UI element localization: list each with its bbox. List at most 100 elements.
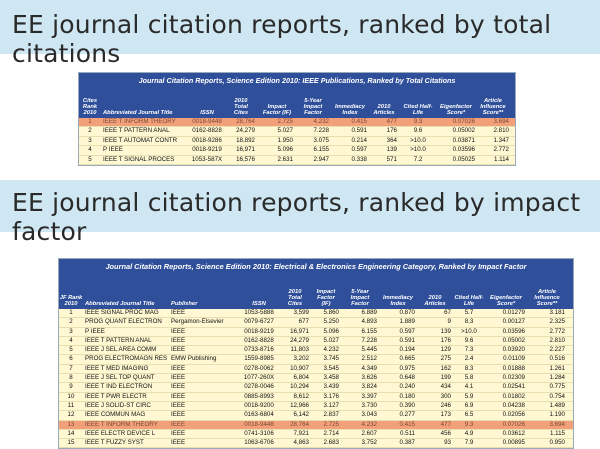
column-header: ISSN bbox=[200, 109, 214, 116]
table-cell: 176 bbox=[440, 336, 451, 344]
table-cell: 8,612 bbox=[293, 392, 309, 400]
table-cell: 0.03596 bbox=[452, 146, 475, 154]
column-header: Impact Factor (IF) bbox=[262, 103, 292, 116]
table-cell: 11 bbox=[67, 401, 75, 409]
table-cell: IEEE T MED IMAGING bbox=[85, 364, 149, 372]
column-header: Publisher bbox=[171, 300, 198, 307]
table-cell: 0.04238 bbox=[502, 401, 525, 409]
table-cell: 0.390 bbox=[399, 401, 415, 409]
column-header: Eigenfactor Score* bbox=[490, 294, 522, 307]
table-cell: 2.4 bbox=[464, 355, 474, 363]
column-header: Abbreviated Journal Title bbox=[85, 300, 155, 307]
table-cell: 0.950 bbox=[549, 439, 565, 447]
table-body: 1 IEEE SIGNAL PROC MAG IEEE 1053-5888 3,599 5… bbox=[59, 309, 573, 449]
table-cell: 2.725 bbox=[323, 420, 339, 428]
table-cell: 3.397 bbox=[361, 392, 377, 400]
table-cell: 477 bbox=[386, 118, 397, 125]
table-cell: 4 bbox=[88, 146, 92, 154]
table-cell: 2.325 bbox=[549, 318, 565, 326]
table-cell: 2.725 bbox=[277, 118, 293, 125]
heading-band-total-citations: EE journal citation reports, ranked by t… bbox=[0, 0, 600, 68]
table-cell: Pergamon-Elsevier bbox=[171, 318, 224, 326]
table-cell: 11,803 bbox=[290, 346, 309, 354]
table-cell: 5.9 bbox=[464, 392, 474, 400]
column-header: 2010 Articles bbox=[373, 103, 395, 116]
table-cell: IEEE T PWR ELECTR bbox=[85, 392, 147, 400]
table-cell: 2.512 bbox=[361, 355, 377, 363]
table-cell: 3.745 bbox=[323, 355, 339, 363]
table-cell: 0.01279 bbox=[502, 309, 525, 316]
table-cell: 7.9 bbox=[464, 439, 474, 447]
table-cell: 0.01888 bbox=[502, 364, 525, 372]
table-cell: 3.043 bbox=[361, 411, 377, 419]
table-cell: IEEE ELECTR DEVICE L bbox=[85, 429, 156, 437]
table-cell: 18,892 bbox=[236, 136, 255, 144]
table-cell: 2.227 bbox=[549, 346, 565, 354]
table-cell: IEEE T INFORM THEORY bbox=[103, 118, 176, 125]
table-cell: 1053-5888 bbox=[244, 309, 274, 316]
table-cell: 9.3 bbox=[464, 420, 474, 428]
table-cell: 15 bbox=[67, 439, 75, 447]
column-header: 2010 Articles bbox=[424, 294, 446, 307]
table-row: 3 P IEEE IEEE 0018-9219 16,971 5.096 6.155 0.59… bbox=[59, 328, 573, 337]
table-cell: 1053-587X bbox=[191, 155, 223, 163]
table-cell: IEEE bbox=[171, 383, 186, 391]
table-cell: 0.194 bbox=[399, 346, 415, 354]
table-cell: 1.114 bbox=[493, 155, 509, 163]
table-row: 4 P IEEE 0018-9219 16,971 5.096 6.155 0.597 139… bbox=[79, 146, 515, 156]
table-cell: 2.631 bbox=[277, 155, 293, 163]
table-cell: 7 bbox=[69, 364, 73, 372]
table-cell: 5.096 bbox=[277, 146, 293, 154]
table-cell: 434 bbox=[440, 383, 451, 391]
table-cell: 5.027 bbox=[323, 336, 339, 344]
table-cell: 5.8 bbox=[464, 374, 474, 382]
table-row: 15 IEEE T FUZZY SYST IEEE 1063-6706 4,863 2.6… bbox=[59, 439, 573, 449]
table-cell: 0278-0062 bbox=[244, 364, 274, 372]
table-cell: 9 bbox=[447, 318, 451, 326]
table-row: 7 IEEE T MED IMAGING IEEE 0278-0062 10,907 3.… bbox=[59, 364, 573, 375]
table-cell: 129 bbox=[440, 346, 451, 354]
table-cell: 0.05002 bbox=[502, 336, 525, 344]
table-cell: 4 bbox=[69, 336, 73, 344]
table-row: 12 IEEE COMMUN MAG IEEE 0163-6804 6,142 2.837… bbox=[59, 411, 573, 421]
table-cell: 1.115 bbox=[549, 429, 565, 437]
table-row: 5 IEEE T SIGNAL PROCES 1053-587X 16,576 2.63… bbox=[79, 156, 515, 165]
column-header: Abbreviated Journal Title bbox=[103, 109, 173, 116]
table-cell: 0733-8716 bbox=[244, 346, 274, 354]
table-cell: 199 bbox=[440, 374, 451, 382]
table-cell: IEEE bbox=[171, 392, 186, 400]
column-header: JF Rank 2010 bbox=[59, 294, 83, 307]
table-cell: 4.349 bbox=[361, 364, 377, 372]
table-cell: 2 bbox=[88, 127, 92, 135]
table-header: Cites Rank 2010 Abbreviated Journal Title… bbox=[79, 87, 515, 118]
table-cell: 3.181 bbox=[549, 309, 565, 316]
table-cell: 2.772 bbox=[493, 146, 509, 154]
column-header: Immediacy Index bbox=[383, 294, 413, 307]
column-header: Immediacy Index bbox=[335, 103, 365, 116]
table-cell: 364 bbox=[386, 136, 397, 144]
table-cell: 1.889 bbox=[399, 318, 415, 326]
table-header: JF Rank 2010 Abbreviated Journal Title Pub… bbox=[59, 273, 573, 309]
column-header: Article Influence Score** bbox=[480, 97, 506, 116]
table-cell: 6.155 bbox=[361, 327, 377, 335]
table-cell: 1.261 bbox=[549, 364, 565, 372]
table-cell: 0079-6727 bbox=[244, 318, 274, 326]
table-cell: 5.096 bbox=[323, 327, 339, 335]
table-cell: 9.3 bbox=[413, 118, 423, 125]
table-cell: IEEE COMMUN MAG bbox=[85, 411, 146, 419]
table-cell: 0.975 bbox=[399, 364, 415, 372]
table-cell: 10,907 bbox=[290, 364, 309, 372]
table-cell: 0.180 bbox=[399, 392, 415, 400]
table-cell: 2.714 bbox=[323, 429, 339, 437]
table-cell: IEEE T PATTERN ANAL bbox=[103, 127, 170, 135]
column-header: 2010 Total Cites bbox=[233, 97, 249, 116]
table-cell: 0.240 bbox=[399, 383, 415, 391]
table-cell: 0.415 bbox=[399, 420, 415, 428]
table-cell: 0.387 bbox=[399, 439, 415, 447]
table-cell: 0.03871 bbox=[452, 136, 475, 144]
table-cell: IEEE bbox=[171, 439, 186, 447]
table-cell: 0.775 bbox=[549, 383, 565, 391]
table-cell: 571 bbox=[386, 155, 397, 163]
table-cell: 3.730 bbox=[361, 401, 377, 409]
table-row: 8 IEEE J SEL TOP QUANT IEEE 1077-260X 6,804 3… bbox=[59, 374, 573, 384]
